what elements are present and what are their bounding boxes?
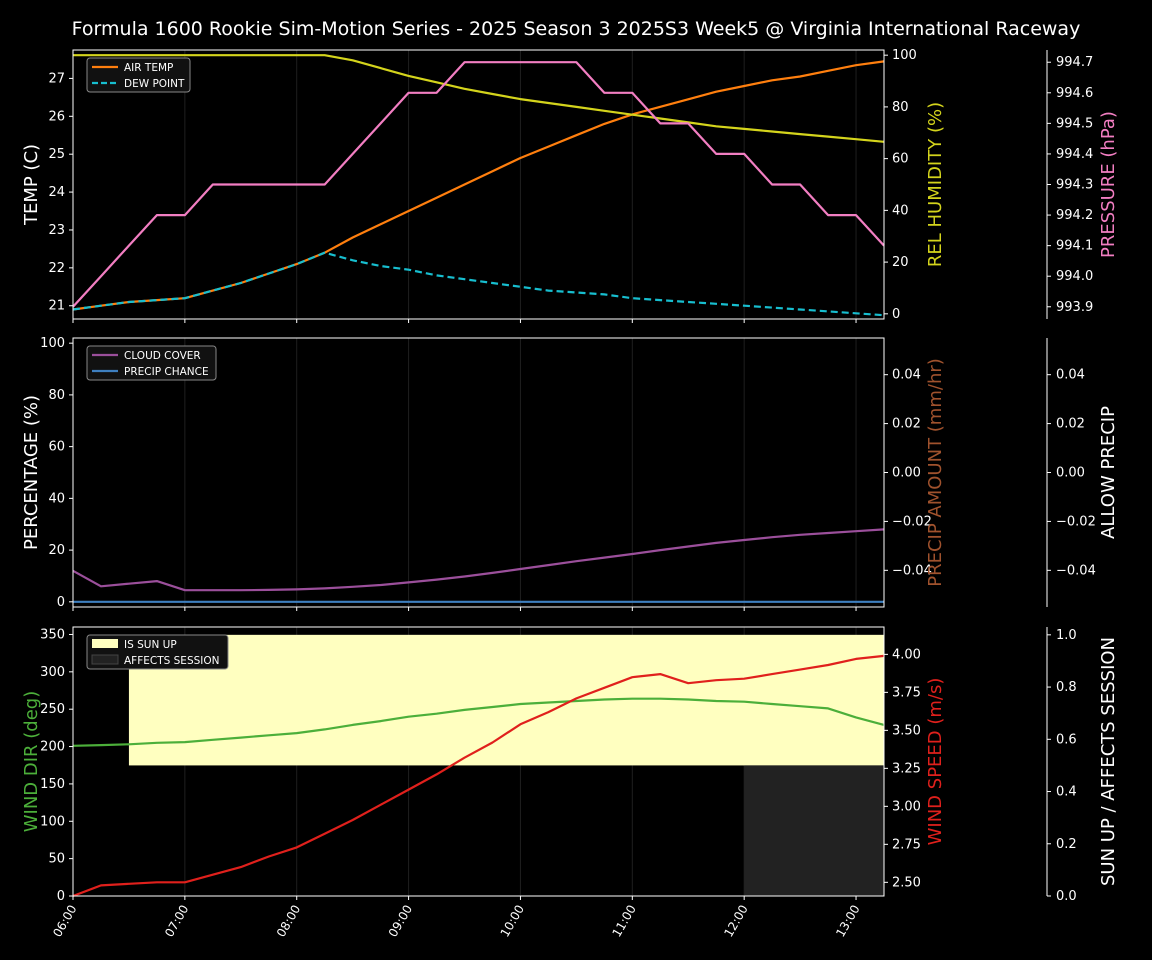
right-tick-label-0-4: 80 [892, 100, 909, 115]
left-tick-label-2-5: 250 [40, 702, 65, 717]
legend-box-1 [86, 345, 217, 381]
left-tick-label-2-3: 150 [40, 777, 65, 792]
right-tick-label-2-6: 4.00 [892, 647, 921, 662]
left-tick-label-1-4: 80 [48, 388, 65, 403]
left-tick-label-1-3: 60 [48, 440, 65, 455]
offset-tick-label-0-3: 994.2 [1056, 208, 1093, 223]
right-tick-label-2-2: 3.00 [892, 799, 921, 814]
right-tick-label-2-1: 2.75 [892, 837, 921, 852]
right-tick-label-0-3: 60 [892, 152, 909, 167]
right-tick-label-0-5: 100 [892, 48, 917, 63]
left-axis-label-1: PERCENTAGE (%) [21, 395, 42, 550]
legend-1: CLOUD COVER PRECIP CHANCE [86, 345, 217, 381]
left-tick-label-1-2: 40 [48, 491, 65, 506]
right-tick-label-0-1: 20 [892, 255, 909, 270]
series-line-rel-humidity [73, 54, 885, 143]
series-line-wind-dir [72, 697, 885, 747]
left-tick-label-2-0: 0 [57, 889, 65, 904]
offset-axis-label-2: SUN UP / AFFECTS SESSION [1098, 637, 1119, 886]
left-tick-label-0-2: 23 [48, 223, 65, 238]
offset-tick-label-1-2: 0.00 [1056, 466, 1085, 481]
right-tick-label-1-1: −0.02 [892, 514, 932, 529]
left-tick-label-0-3: 24 [48, 185, 65, 200]
offset-tick-label-1-3: 0.02 [1056, 417, 1085, 432]
right-axis-label-2: WIND SPEED (m/s) [925, 678, 946, 846]
offset-tick-label-0-6: 994.5 [1056, 116, 1093, 131]
offset-tick-label-1-4: 0.04 [1056, 368, 1085, 383]
legend-2: IS SUN UP AFFECTS SESSION [86, 634, 229, 670]
legend-0: AIR TEMP DEW POINT [86, 57, 191, 93]
left-axis-label-0: TEMP (C) [21, 144, 42, 226]
series-line-cloud-cover [72, 528, 885, 592]
plot-frame-2 [72, 626, 885, 897]
right-axis-label-0: REL HUMIDITY (%) [925, 102, 946, 267]
legend-label-precip-chance: PRECIP CHANCE [124, 366, 209, 378]
legend-label-dew-point: DEW POINT [124, 78, 185, 90]
right-tick-label-2-5: 3.75 [892, 685, 921, 700]
offset-axis-label-1: ALLOW PRECIP [1098, 406, 1119, 539]
legend-swatch-is-sun-up [92, 639, 118, 648]
right-tick-label-1-0: −0.04 [892, 563, 932, 578]
offset-tick-label-0-0: 993.9 [1056, 300, 1093, 315]
offset-tick-label-1-0: −0.04 [1056, 563, 1096, 578]
right-tick-label-2-3: 3.25 [892, 761, 921, 776]
offset-tick-label-1-1: −0.02 [1056, 514, 1096, 529]
right-tick-label-1-4: 0.04 [892, 368, 921, 383]
offset-tick-label-2-5: 1.0 [1056, 628, 1077, 643]
left-tick-label-0-5: 26 [48, 109, 65, 124]
offset-tick-label-2-0: 0.0 [1056, 889, 1077, 904]
offset-tick-label-2-1: 0.2 [1056, 837, 1077, 852]
left-tick-label-0-1: 22 [48, 261, 65, 276]
offset-tick-label-0-5: 994.4 [1056, 147, 1093, 162]
left-tick-label-2-4: 200 [40, 740, 65, 755]
left-tick-label-2-1: 50 [48, 852, 65, 867]
legend-label-air-temp: AIR TEMP [124, 62, 173, 74]
series-line-wind-speed [72, 654, 885, 898]
legend-label-affects-session: AFFECTS SESSION [124, 655, 220, 667]
left-tick-label-0-0: 21 [48, 299, 65, 314]
offset-tick-label-0-8: 994.7 [1056, 55, 1093, 70]
left-tick-label-2-2: 100 [40, 814, 65, 829]
offset-tick-label-2-3: 0.6 [1056, 732, 1077, 747]
left-axis-label-2: WIND DIR (deg) [21, 691, 42, 833]
left-tick-label-0-4: 25 [48, 147, 65, 162]
right-tick-label-1-2: 0.00 [892, 466, 921, 481]
offset-tick-label-2-2: 0.4 [1056, 785, 1077, 800]
right-tick-label-0-0: 0 [892, 307, 900, 322]
chart-title: Formula 1600 Rookie Sim-Motion Series - … [72, 18, 1081, 40]
left-tick-label-2-7: 350 [40, 627, 65, 642]
left-tick-label-1-1: 20 [48, 543, 65, 558]
left-tick-label-1-0: 0 [57, 595, 65, 610]
sun-up-span [128, 634, 884, 766]
legend-label-cloud-cover: CLOUD COVER [124, 350, 201, 362]
offset-tick-label-0-1: 994.0 [1056, 269, 1093, 284]
right-tick-label-2-0: 2.50 [892, 875, 921, 890]
offset-axis-label-0: PRESSURE (hPa) [1098, 111, 1119, 258]
legend-box-2 [86, 634, 229, 670]
left-tick-label-2-6: 300 [40, 665, 65, 680]
right-axis-label-1: PRECIP AMOUNT (mm/hr) [925, 358, 946, 587]
series-line-pressure [72, 61, 885, 308]
right-tick-label-1-3: 0.02 [892, 417, 921, 432]
left-tick-label-0-6: 27 [48, 71, 65, 86]
series-line-dew-point [72, 251, 885, 317]
legend-label-is-sun-up: IS SUN UP [124, 639, 177, 651]
plot-frame-0 [72, 49, 885, 320]
legend-swatch-affects-session [91, 654, 119, 665]
offset-tick-label-0-2: 994.1 [1056, 239, 1093, 254]
offset-tick-label-0-7: 994.6 [1056, 86, 1093, 101]
affects-session-span [744, 765, 884, 896]
offset-tick-label-2-4: 0.8 [1056, 680, 1077, 695]
left-tick-label-1-5: 100 [40, 336, 65, 351]
offset-tick-label-0-4: 994.3 [1056, 178, 1093, 193]
right-tick-label-2-4: 3.50 [892, 723, 921, 738]
right-tick-label-0-2: 40 [892, 203, 909, 218]
